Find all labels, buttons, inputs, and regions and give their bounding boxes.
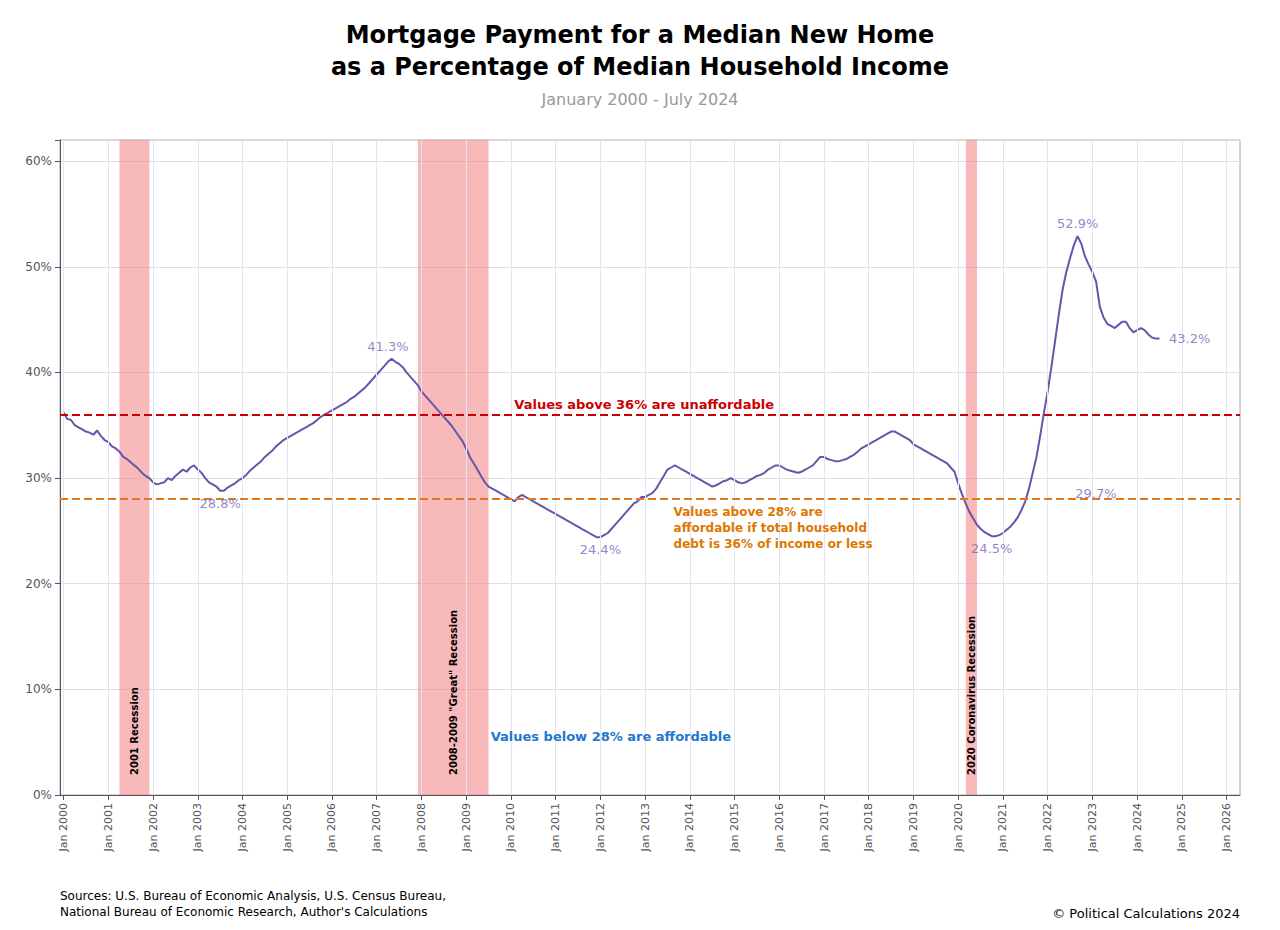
svg-text:2001 Recession: 2001 Recession — [129, 687, 140, 775]
svg-text:Jan 2009: Jan 2009 — [460, 803, 473, 852]
svg-text:Jan 2010: Jan 2010 — [504, 803, 517, 852]
svg-text:24.4%: 24.4% — [580, 542, 621, 557]
svg-text:© Political Calculations 2024: © Political Calculations 2024 — [1052, 906, 1240, 921]
svg-text:Jan 2022: Jan 2022 — [1041, 803, 1054, 852]
svg-text:Values below 28% are affordabl: Values below 28% are affordable — [491, 729, 732, 744]
svg-text:Jan 2006: Jan 2006 — [325, 803, 338, 852]
svg-text:Jan 2002: Jan 2002 — [147, 803, 160, 852]
svg-text:Jan 2005: Jan 2005 — [281, 803, 294, 852]
svg-text:20%: 20% — [25, 577, 52, 591]
svg-text:debt is 36% of income or less: debt is 36% of income or less — [674, 537, 873, 551]
svg-text:January 2000 - July 2024: January 2000 - July 2024 — [541, 90, 739, 109]
svg-text:Jan 2008: Jan 2008 — [415, 803, 428, 852]
svg-text:Values above 28% are: Values above 28% are — [674, 505, 823, 519]
svg-text:Jan 2018: Jan 2018 — [862, 803, 875, 852]
svg-text:Jan 2024: Jan 2024 — [1131, 803, 1144, 852]
svg-text:30%: 30% — [25, 471, 52, 485]
svg-text:Mortgage Payment for a Median: Mortgage Payment for a Median New Home — [346, 21, 935, 49]
svg-text:24.5%: 24.5% — [971, 541, 1012, 556]
svg-text:Jan 2014: Jan 2014 — [683, 803, 696, 852]
svg-text:0%: 0% — [33, 788, 52, 802]
svg-text:Sources: U.S. Bureau of Econom: Sources: U.S. Bureau of Economic Analysi… — [60, 889, 446, 903]
svg-text:Jan 2012: Jan 2012 — [594, 803, 607, 852]
svg-text:50%: 50% — [25, 260, 52, 274]
svg-text:Jan 2020: Jan 2020 — [952, 803, 965, 852]
svg-text:Jan 2021: Jan 2021 — [996, 803, 1009, 852]
svg-text:Jan 2011: Jan 2011 — [549, 803, 562, 852]
svg-text:Jan 2017: Jan 2017 — [818, 803, 831, 852]
svg-text:Jan 2007: Jan 2007 — [370, 803, 383, 852]
svg-text:28.8%: 28.8% — [199, 496, 240, 511]
svg-text:40%: 40% — [25, 365, 52, 379]
svg-text:Jan 2013: Jan 2013 — [639, 803, 652, 852]
svg-text:43.2%: 43.2% — [1169, 331, 1210, 346]
svg-text:National Bureau of Economic Re: National Bureau of Economic Research, Au… — [60, 905, 427, 919]
svg-text:52.9%: 52.9% — [1057, 216, 1098, 231]
svg-text:Jan 2016: Jan 2016 — [773, 803, 786, 852]
svg-text:2008-2009 "Great" Recession: 2008-2009 "Great" Recession — [448, 610, 459, 775]
svg-text:2020 Coronavirus Recession: 2020 Coronavirus Recession — [966, 616, 977, 775]
svg-text:Jan 2001: Jan 2001 — [102, 803, 115, 852]
svg-text:41.3%: 41.3% — [367, 339, 408, 354]
svg-text:Values above 36% are unafforda: Values above 36% are unaffordable — [514, 397, 774, 412]
svg-text:affordable if total household: affordable if total household — [674, 521, 867, 535]
svg-text:Jan 2003: Jan 2003 — [191, 803, 204, 852]
svg-text:10%: 10% — [25, 682, 52, 696]
svg-text:Jan 2019: Jan 2019 — [907, 803, 920, 852]
svg-text:Jan 2026: Jan 2026 — [1220, 803, 1233, 852]
svg-text:Jan 2023: Jan 2023 — [1086, 803, 1099, 852]
svg-text:29.7%: 29.7% — [1075, 486, 1116, 501]
svg-text:Jan 2000: Jan 2000 — [57, 803, 70, 852]
svg-text:Jan 2025: Jan 2025 — [1175, 803, 1188, 852]
svg-text:Jan 2015: Jan 2015 — [728, 803, 741, 852]
svg-text:as a Percentage of Median Hous: as a Percentage of Median Household Inco… — [331, 53, 949, 81]
svg-text:60%: 60% — [25, 154, 52, 168]
svg-text:Jan 2004: Jan 2004 — [236, 803, 249, 852]
